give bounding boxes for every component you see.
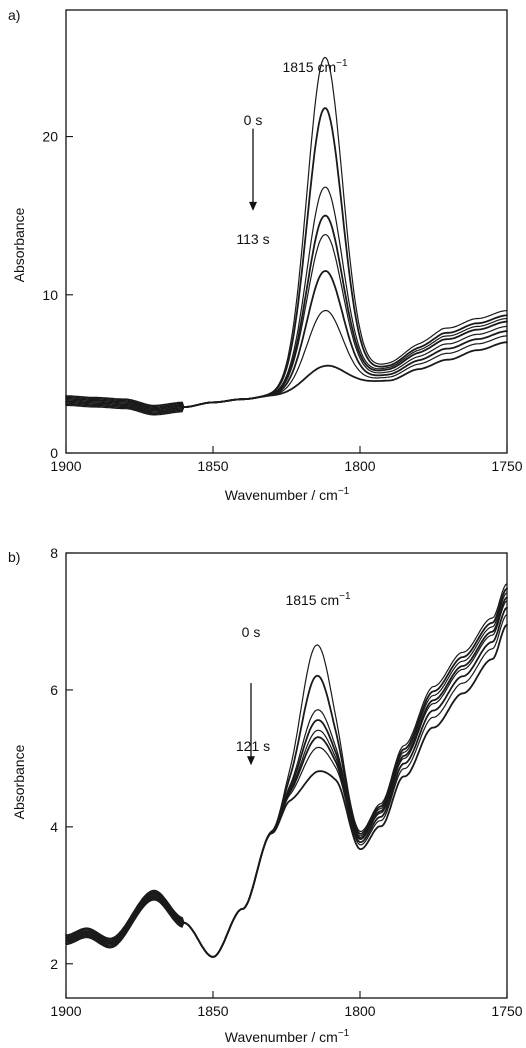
arrow-head [247, 756, 255, 766]
panel-b-time-arrow [247, 683, 255, 766]
spectrum-series-line [65, 592, 508, 958]
spectrum-series-line [65, 606, 508, 958]
x-tick-label: 1900 [50, 458, 81, 474]
panel-a-ylabel: Absorbance [11, 207, 27, 282]
panel-b-arrow-start-label: 0 s [242, 624, 261, 640]
spectrum-series-line [65, 624, 508, 958]
panel-a-time-arrow [249, 128, 257, 211]
panel-b-arrow-end-label: 121 s [236, 738, 270, 754]
spectrum-series-line [65, 107, 508, 415]
panel-b-curves [65, 583, 508, 958]
panel-b-label: b) [8, 549, 20, 565]
x-tick-label: 1850 [197, 1003, 228, 1019]
spectrum-series-line [65, 341, 508, 408]
x-tick-label: 1750 [491, 458, 522, 474]
y-tick-label: 4 [50, 819, 58, 835]
y-tick-label: 8 [50, 545, 58, 561]
x-tick-label: 1800 [344, 458, 375, 474]
y-tick-label: 6 [50, 682, 58, 698]
spectrum-series-line [65, 270, 508, 410]
spectrum-series-line [65, 583, 508, 958]
panel-b-plot-frame [65, 552, 508, 999]
panel-a-ticks: 1900 1850 1800 1750 0 10 20 [42, 129, 522, 474]
panel-a-plot-frame [65, 9, 508, 454]
panel-a-arrow-end-label: 113 s [236, 231, 269, 247]
y-tick-label: 10 [42, 287, 58, 303]
spectrum-series-line [65, 186, 508, 413]
spectrum-series-line [65, 596, 508, 958]
spectrum-series-line [65, 600, 508, 958]
x-tick-label: 1900 [50, 1003, 81, 1019]
panel-b-ticks: 1900 1850 1800 1750 2 4 6 8 [50, 545, 523, 1019]
y-tick-label: 2 [50, 956, 58, 972]
y-tick-label: 20 [42, 129, 58, 145]
panel-a-curves [65, 56, 508, 416]
arrow-head [249, 201, 257, 211]
panel-a-xlabel: Wavenumber / cm−1 [225, 486, 350, 503]
panel-b: b) Absorbance Wavenumber / cm−1 1815 cm−… [8, 545, 523, 1045]
panel-a-arrow-start-label: 0 s [244, 112, 263, 128]
x-tick-label: 1800 [344, 1003, 375, 1019]
spectrum-series-line [65, 234, 508, 411]
panel-b-ylabel: Absorbance [11, 744, 27, 819]
x-tick-label: 1750 [491, 1003, 522, 1019]
panel-b-xlabel: Wavenumber / cm−1 [225, 1028, 350, 1045]
spectrum-series-line [65, 56, 508, 416]
panel-a-label: a) [8, 7, 20, 23]
x-tick-label: 1850 [197, 458, 228, 474]
spectrum-series-line [65, 214, 508, 412]
panel-a-peak-label: 1815 cm−1 [282, 58, 348, 75]
y-tick-label: 0 [50, 445, 58, 461]
spectrum-series-line [65, 587, 508, 958]
panel-a: a) Absorbance Wavenumber / cm−1 1815 cm−… [8, 7, 523, 503]
spectrum-series-line [65, 309, 508, 408]
panel-b-peak-label: 1815 cm−1 [285, 591, 351, 608]
